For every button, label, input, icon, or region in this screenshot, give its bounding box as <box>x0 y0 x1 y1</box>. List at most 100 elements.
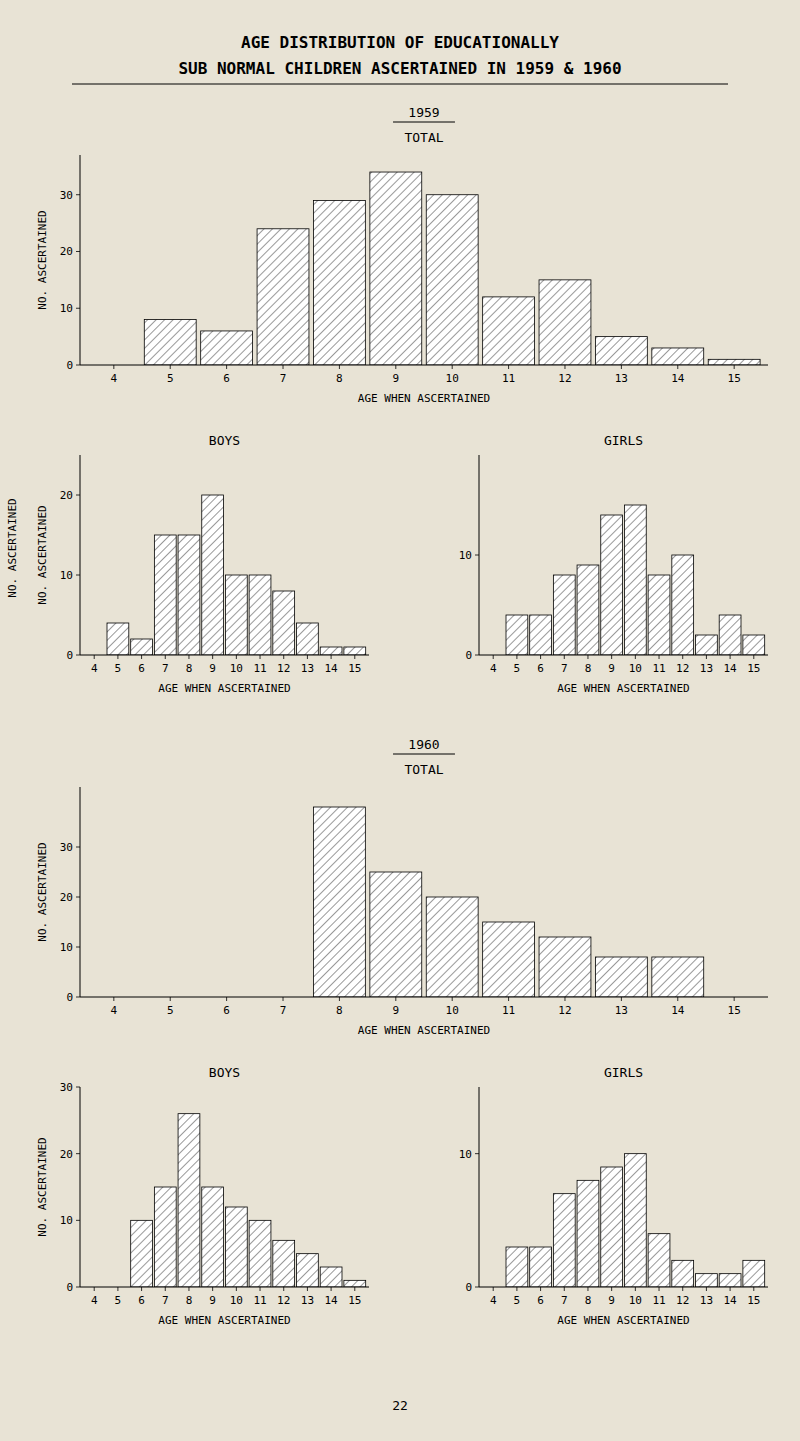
panel: BOYS01020456789101112131415AGE WHEN ASCE… <box>36 433 369 695</box>
x-tick-label: 4 <box>91 1294 98 1307</box>
x-tick-label: 15 <box>747 1294 760 1307</box>
bar-hatch <box>483 922 535 997</box>
bar <box>201 331 253 365</box>
x-tick <box>395 997 396 1001</box>
bar-hatch <box>426 195 478 365</box>
bar-hatch <box>577 1180 599 1287</box>
x-tick-label: 13 <box>301 1294 314 1307</box>
bar <box>426 897 478 997</box>
x-tick <box>493 655 494 659</box>
bar <box>652 348 704 365</box>
x-tick <box>587 1287 588 1291</box>
bar <box>320 647 342 655</box>
x-tick <box>260 655 261 659</box>
bar-fill <box>178 1114 200 1287</box>
x-tick <box>493 1287 494 1291</box>
bar <box>648 575 670 655</box>
x-tick <box>611 655 612 659</box>
bar-fill <box>577 1180 599 1287</box>
bar-hatch <box>743 635 765 655</box>
x-tick-label: 6 <box>138 1294 145 1307</box>
bar <box>370 872 422 997</box>
x-tick-label: 14 <box>723 1294 737 1307</box>
x-tick <box>540 1287 541 1291</box>
bar <box>483 922 535 997</box>
y-tick <box>76 947 80 948</box>
bar-hatch <box>595 337 647 365</box>
bar-fill <box>144 320 196 365</box>
bar-fill <box>530 615 552 655</box>
bars <box>506 1154 765 1287</box>
bars <box>131 1114 366 1287</box>
y-tick <box>76 655 80 656</box>
x-tick <box>682 1287 683 1291</box>
x-tick <box>339 997 340 1001</box>
x-tick-label: 8 <box>585 1294 592 1307</box>
x-tick <box>307 1287 308 1291</box>
bar-fill <box>370 172 422 365</box>
bar-fill <box>652 348 704 365</box>
x-tick <box>170 997 171 1001</box>
x-tick <box>452 997 453 1001</box>
x-axis-line <box>479 1287 768 1288</box>
bar <box>530 615 552 655</box>
bar-hatch <box>201 331 253 365</box>
x-tick-label: 14 <box>324 1294 338 1307</box>
y-tick-label: 30 <box>60 841 73 854</box>
x-tick <box>170 365 171 369</box>
y-axis-label: NO. ASCERTAINED <box>36 842 49 941</box>
bar-hatch <box>297 1254 319 1287</box>
bar <box>225 1207 247 1287</box>
bar <box>178 1114 200 1287</box>
bar-fill <box>595 337 647 365</box>
x-tick-label: 5 <box>115 1294 122 1307</box>
subtitle: SUB NORMAL CHILDREN ASCERTAINED IN 1959 … <box>178 59 621 78</box>
x-tick-label: 15 <box>348 1294 361 1307</box>
x-tick <box>659 1287 660 1291</box>
bar-fill <box>743 1260 765 1287</box>
x-tick-label: 13 <box>700 662 713 675</box>
bars <box>506 505 765 655</box>
y-axis-label: NO. ASCERTAINED <box>36 1137 49 1236</box>
x-axis-line <box>80 1287 369 1288</box>
y-axis-line <box>479 1087 480 1287</box>
x-tick-label: 5 <box>167 372 174 385</box>
bar-fill <box>539 937 591 997</box>
bar-fill <box>313 807 365 997</box>
bar-hatch <box>506 615 528 655</box>
bar-fill <box>344 647 366 655</box>
bar-fill <box>696 1274 718 1287</box>
panel: BOYS0102030456789101112131415AGE WHEN AS… <box>36 1065 369 1327</box>
bar <box>426 195 478 365</box>
x-tick-label: 10 <box>446 372 459 385</box>
bar-hatch <box>313 200 365 365</box>
bar <box>696 635 718 655</box>
bar-fill <box>178 535 200 655</box>
x-tick <box>354 1287 355 1291</box>
bar-hatch <box>506 1247 528 1287</box>
bar-hatch <box>249 1220 271 1287</box>
x-tick <box>283 997 284 1001</box>
x-tick <box>706 1287 707 1291</box>
x-tick <box>540 655 541 659</box>
bar-hatch <box>426 897 478 997</box>
bar-hatch <box>672 555 694 655</box>
x-tick <box>236 1287 237 1291</box>
bar-hatch <box>225 575 247 655</box>
x-axis-line <box>479 655 768 656</box>
x-tick <box>117 1287 118 1291</box>
bar-hatch <box>131 1220 153 1287</box>
bar <box>297 623 319 655</box>
y-tick-label: 10 <box>459 1148 472 1161</box>
y-tick <box>475 1287 479 1288</box>
x-tick <box>141 1287 142 1291</box>
x-tick <box>659 655 660 659</box>
bar <box>624 1154 646 1287</box>
x-tick-label: 14 <box>671 372 685 385</box>
y-tick-label: 10 <box>60 1214 73 1227</box>
bar <box>225 575 247 655</box>
bar-hatch <box>719 1274 741 1287</box>
x-tick-label: 12 <box>277 1294 290 1307</box>
bar-fill <box>539 280 591 365</box>
x-tick-label: 11 <box>652 1294 665 1307</box>
